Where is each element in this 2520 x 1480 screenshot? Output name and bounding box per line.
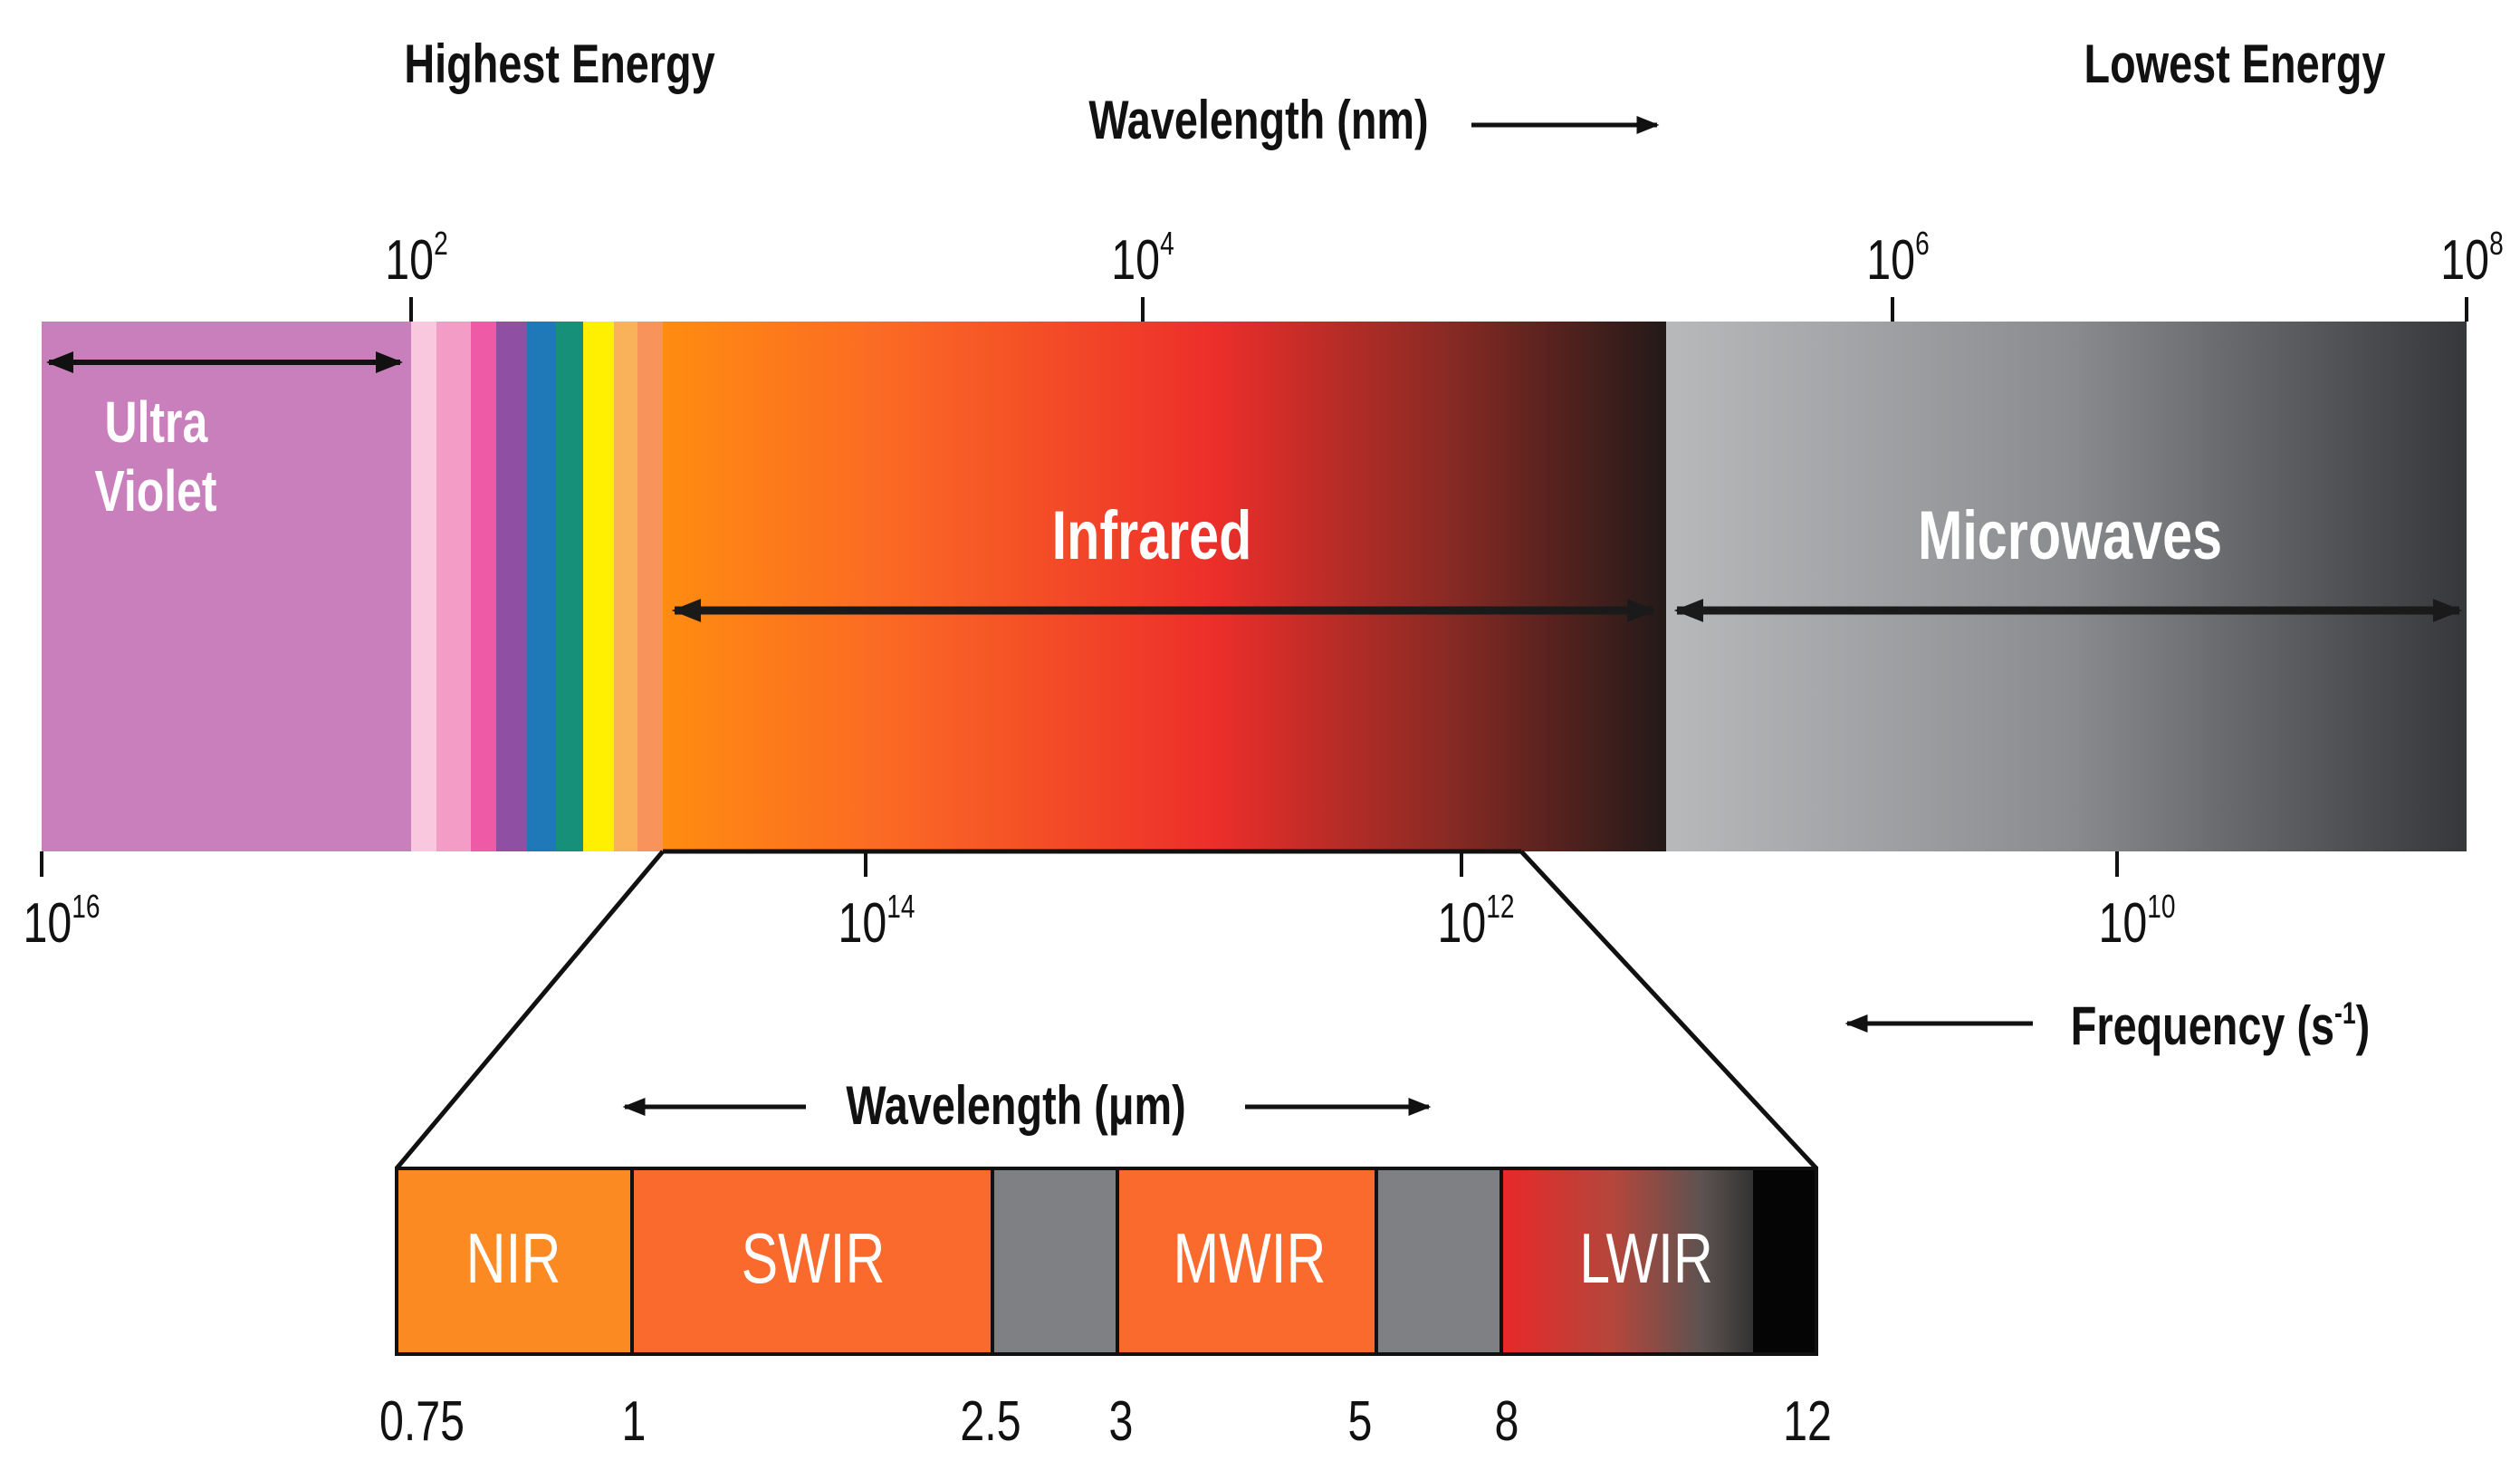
frequency-tick-label: 1010: [2098, 888, 2176, 955]
boundary-label: 12: [1783, 1390, 1832, 1453]
frequency-tick-label: 1016: [23, 888, 101, 955]
ir-detail-bar: [395, 1167, 1818, 1356]
wavelength-um-label: Wavelength (μm): [846, 1075, 1186, 1136]
boundary-label: 1: [621, 1390, 647, 1453]
frequency-tick-label: 1012: [1437, 888, 1515, 955]
boundary-label: 0.75: [378, 1390, 465, 1453]
highest-energy-label: Highest Energy: [404, 34, 715, 94]
ultraviolet-band: [42, 322, 411, 851]
visible-spectrum: [411, 322, 663, 851]
wavelength-tick-label: 106: [1866, 225, 1930, 292]
wavelength-ticks: [409, 297, 2468, 322]
microwaves-label: Microwaves: [1917, 497, 2223, 574]
boundary-label: 5: [1347, 1390, 1373, 1453]
swir-label: SWIR: [741, 1218, 886, 1298]
boundary-label: 2.5: [960, 1390, 1021, 1453]
wavelength-tick-label: 102: [385, 225, 448, 292]
nir-label: NIR: [465, 1218, 561, 1298]
infrared-band: [663, 322, 1666, 851]
lowest-energy-label: Lowest Energy: [2084, 34, 2386, 94]
frequency-ticks: [40, 851, 2119, 877]
microwave-band: [1666, 322, 2467, 851]
mwir-label: MWIR: [1173, 1218, 1327, 1298]
ultraviolet-label: Ultra Violet: [94, 389, 217, 524]
zoom-bracket: [395, 849, 1818, 1170]
wavelength-tick-label: 108: [2440, 225, 2504, 292]
wavelength-nm-label: Wavelength (nm): [1088, 90, 1429, 150]
lwir-label: LWIR: [1579, 1218, 1713, 1298]
wavelength-tick-label: 104: [1111, 225, 1174, 292]
boundary-label: 3: [1108, 1390, 1134, 1453]
frequency-label: Frequency (s-1): [2070, 995, 2371, 1056]
infrared-label: Infrared: [1051, 497, 1252, 574]
frequency-tick-label: 1014: [838, 888, 915, 955]
boundary-label: 8: [1494, 1390, 1519, 1453]
